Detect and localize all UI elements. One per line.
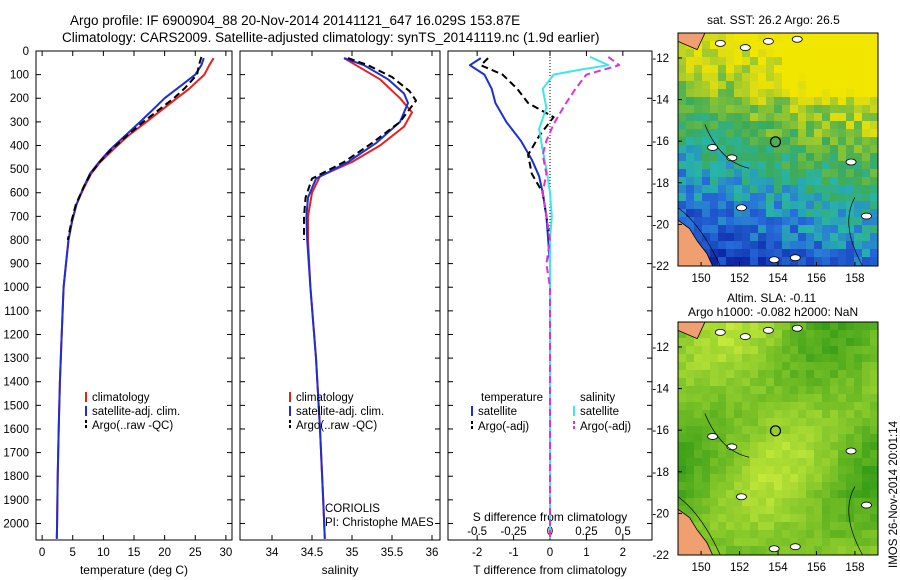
s-diff-tick-label: -0.5 [467, 526, 487, 538]
panel-frame [35, 50, 233, 541]
x-tick-label: -2 [472, 547, 482, 559]
series-line-satellite [305, 57, 409, 539]
legend-label: Argo(-adj) [478, 421, 529, 433]
imos-stamp: IMOS 26-Nov-2014 20:01:14 [888, 420, 900, 568]
annotation-text: CORIOLIS [325, 503, 380, 515]
depth-tick-label: 1000 [3, 282, 29, 294]
legend-label: satellite-adj. clim. [296, 406, 384, 418]
depth-tick-label: 300 [10, 117, 29, 129]
depth-tick-label: 1100 [4, 306, 29, 318]
depth-tick-label: 1300 [3, 353, 29, 365]
s-diff-tick-label: -0.25 [500, 526, 526, 538]
x-tick-label: 34 [266, 547, 279, 559]
depth-tick-label: 900 [10, 259, 29, 271]
sla-map-title-2: Argo h1000: -0.082 h2000: NaN [688, 305, 859, 319]
legend-label: climatology [296, 392, 354, 404]
x-tick-label: 10 [97, 547, 110, 559]
depth-tick-label: 100 [10, 70, 29, 82]
legend-label: satellite-adj. clim. [92, 406, 180, 418]
annotation-text: PI: Christophe MAES [325, 517, 434, 529]
depth-tick-label: 800 [10, 235, 29, 247]
depth-tick-label: 1200 [3, 329, 29, 341]
legend-label: Argo(..raw -QC) [296, 420, 377, 432]
x-tick-label: 0 [39, 547, 45, 559]
x-tick-label: 25 [189, 547, 202, 559]
depth-tick-label: 1400 [3, 377, 29, 389]
sla-map-title-1: Altim. SLA: -0.11 [727, 291, 817, 305]
series-line-sal_argo [541, 56, 621, 539]
legend-label: satellite [478, 406, 517, 418]
x-axis-label: salinity [322, 563, 359, 577]
depth-tick-label: 1800 [3, 471, 29, 483]
series-line-argo [66, 56, 203, 241]
x-tick-label: 15 [128, 547, 141, 559]
title-line-1: Argo profile: IF 6900904_88 20-Nov-2014 … [70, 13, 521, 28]
x-tick-label: 1 [583, 547, 589, 559]
x-tick-label: -1 [508, 547, 518, 559]
x-axis-label: T difference from climatology [473, 563, 627, 577]
legend-label: Argo(-adj) [580, 421, 631, 433]
x-tick-label: 34.5 [301, 547, 323, 559]
depth-tick-label: 2000 [3, 518, 29, 530]
sst-map-title: sat. SST: 26.2 Argo: 26.5 [707, 13, 840, 27]
x-tick-label: 2 [620, 547, 626, 559]
depth-tick-label: 0 [23, 46, 29, 58]
series-line-argo [303, 57, 417, 240]
depth-tick-label: 700 [10, 211, 29, 223]
panel-temperature: 0100200300400500600700800900100011001200… [3, 46, 233, 577]
legend-header: temperature [481, 392, 543, 404]
depth-tick-label: 1900 [3, 495, 29, 507]
legend-label: Argo(..raw -QC) [92, 420, 173, 432]
depth-tick-label: 1700 [3, 448, 29, 460]
legend-label: climatology [92, 392, 150, 404]
legend-label: satellite [580, 406, 619, 418]
x-tick-label: 20 [158, 547, 171, 559]
legend-header: salinity [580, 392, 615, 404]
s-diff-tick-label: 0.25 [575, 526, 597, 538]
depth-tick-label: 400 [10, 140, 29, 152]
x-tick-label: 30 [219, 547, 232, 559]
x-tick-label: 5 [70, 547, 76, 559]
depth-tick-label: 200 [10, 93, 29, 105]
title-line-2: Climatology: CARS2009. Satellite-adjuste… [62, 30, 600, 45]
depth-tick-label: 1600 [3, 424, 29, 436]
panel-differences: -2 -1 0 1 2 T difference from climatology -0.5… [447, 50, 653, 577]
depth-tick-label: 600 [10, 188, 29, 200]
panel-salinity: 34 34.5 35 35.5 36 salinity climatology satelli… [239, 50, 441, 577]
x-tick-label: 0 [547, 547, 553, 559]
depth-tick-label: 500 [10, 164, 29, 176]
x-tick-label: 36 [426, 547, 439, 559]
x-axis-label: temperature (deg C) [80, 563, 188, 577]
x-tick-label: 35.5 [381, 547, 403, 559]
s-diff-tick-label: 0.5 [615, 526, 631, 538]
panel-frame [239, 50, 441, 541]
depth-tick-label: 1500 [3, 400, 29, 412]
x-tick-label: 35 [346, 547, 359, 559]
